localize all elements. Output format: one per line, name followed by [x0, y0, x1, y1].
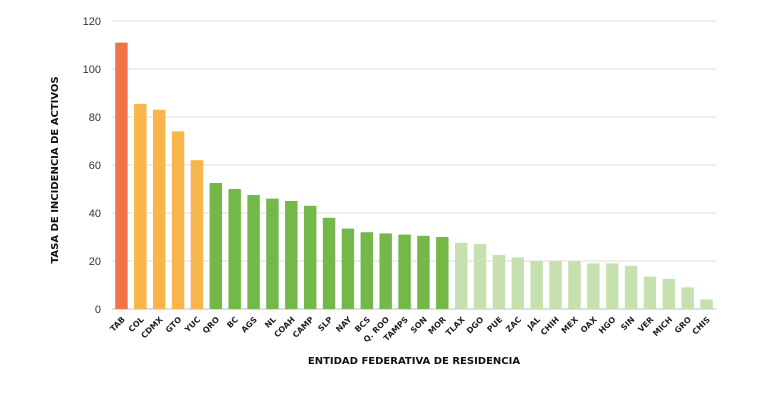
x-tick-label: NAY [334, 315, 353, 334]
y-tick-label: 40 [89, 208, 101, 220]
y-tick-label: 0 [95, 304, 101, 316]
x-tick-label: BC [225, 315, 240, 330]
bar-oax [587, 263, 600, 309]
y-tick-label: 60 [89, 160, 101, 172]
bar-col [134, 103, 147, 309]
bar-qro [209, 183, 223, 309]
bar-bcs [360, 232, 374, 309]
x-tick-label: SLP [316, 315, 334, 333]
x-tick-label: GTO [164, 315, 184, 335]
y-tick-label: 80 [89, 112, 101, 124]
x-tick-label: CHIH [539, 315, 561, 337]
bar-nay [341, 228, 355, 309]
bar-zac [511, 257, 525, 309]
bar-camp [303, 205, 317, 309]
bar-ver [643, 276, 657, 309]
x-tick-label: MICH [651, 315, 674, 338]
x-tick-label: TAB [108, 315, 126, 333]
bar-mex [568, 261, 581, 309]
x-tick-label: GRO [673, 315, 693, 335]
bar-chis [700, 299, 713, 309]
bar-jal [530, 261, 543, 309]
y-tick-label: 20 [89, 256, 101, 268]
bar-q-roo [379, 233, 392, 309]
y-tick-label: 120 [83, 16, 101, 28]
bar-yuc [190, 160, 204, 309]
bar-mich [662, 279, 676, 309]
x-tick-label: PUE [485, 315, 504, 334]
x-axis-title: ENTIDAD FEDERATIVA DE RESIDENCIA [308, 356, 520, 367]
bar-cdmx [152, 109, 166, 309]
bar-bc [228, 189, 241, 309]
bar-gto [171, 131, 185, 309]
bar-tab [115, 42, 128, 309]
bar-chih [549, 261, 562, 309]
x-tick-label: CAMP [291, 315, 316, 340]
x-tick-label: YUC [182, 315, 202, 335]
bar-nl [266, 198, 279, 309]
bar-hgo [605, 263, 619, 309]
x-tick-label: NL [263, 315, 278, 330]
x-tick-label: CDMX [139, 314, 165, 340]
x-tick-label: QRO [201, 315, 221, 335]
bar-coah [285, 201, 298, 309]
bar-slp [322, 217, 336, 309]
bar-dgo [473, 244, 487, 309]
y-axis-title: TASA DE INCIDENCIA DE ACTIVOS [50, 76, 61, 263]
x-tick-label: HGO [597, 315, 618, 336]
bar-tamps [398, 234, 411, 309]
bar-sin [624, 265, 638, 309]
x-tick-label: MEX [560, 314, 581, 335]
y-tick-label: 100 [83, 64, 101, 76]
bars [115, 42, 713, 309]
x-tick-label: ZAC [504, 315, 523, 334]
bar-son [417, 235, 430, 309]
bar-tlax [454, 243, 468, 309]
x-tick-label: AGS [240, 315, 260, 335]
y-axis-ticks: 0 20 40 60 80 100 120 [83, 16, 101, 316]
bar-gro [681, 287, 694, 309]
x-tick-label: SIN [619, 315, 636, 332]
x-tick-label: DGO [465, 315, 486, 336]
x-tick-label: SON [409, 315, 429, 335]
x-tick-label: OAX [579, 314, 599, 334]
x-tick-label: CHIS [691, 315, 713, 337]
bar-ags [247, 195, 260, 309]
bar-mor [436, 237, 449, 309]
bar-pue [492, 255, 506, 309]
x-tick-label: TLAX [444, 314, 467, 337]
